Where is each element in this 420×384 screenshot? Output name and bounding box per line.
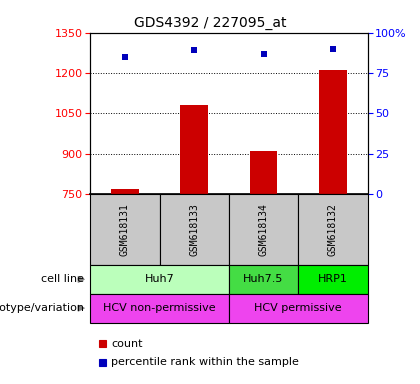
Bar <box>99 359 106 366</box>
Bar <box>229 294 368 323</box>
Text: GSM618132: GSM618132 <box>328 203 338 256</box>
Bar <box>298 265 368 294</box>
Text: Huh7.5: Huh7.5 <box>243 274 284 285</box>
Text: percentile rank within the sample: percentile rank within the sample <box>111 357 299 367</box>
Text: GSM618131: GSM618131 <box>120 203 130 256</box>
Bar <box>99 340 106 347</box>
Text: HRP1: HRP1 <box>318 274 348 285</box>
Bar <box>90 294 229 323</box>
Bar <box>160 194 229 265</box>
Text: count: count <box>111 339 143 349</box>
Bar <box>249 151 278 194</box>
Text: GDS4392 / 227095_at: GDS4392 / 227095_at <box>134 16 286 30</box>
Text: GSM618134: GSM618134 <box>259 203 268 256</box>
Text: cell line: cell line <box>41 274 84 285</box>
Text: HCV permissive: HCV permissive <box>255 303 342 313</box>
Text: genotype/variation: genotype/variation <box>0 303 84 313</box>
Bar <box>90 194 160 265</box>
Bar <box>229 194 298 265</box>
Text: HCV non-permissive: HCV non-permissive <box>103 303 216 313</box>
Bar <box>111 189 139 194</box>
Bar <box>298 194 368 265</box>
Text: Huh7: Huh7 <box>145 274 174 285</box>
Bar <box>90 265 229 294</box>
Text: GSM618133: GSM618133 <box>189 203 199 256</box>
Bar <box>319 70 347 194</box>
Bar <box>229 265 298 294</box>
Bar <box>181 105 208 194</box>
